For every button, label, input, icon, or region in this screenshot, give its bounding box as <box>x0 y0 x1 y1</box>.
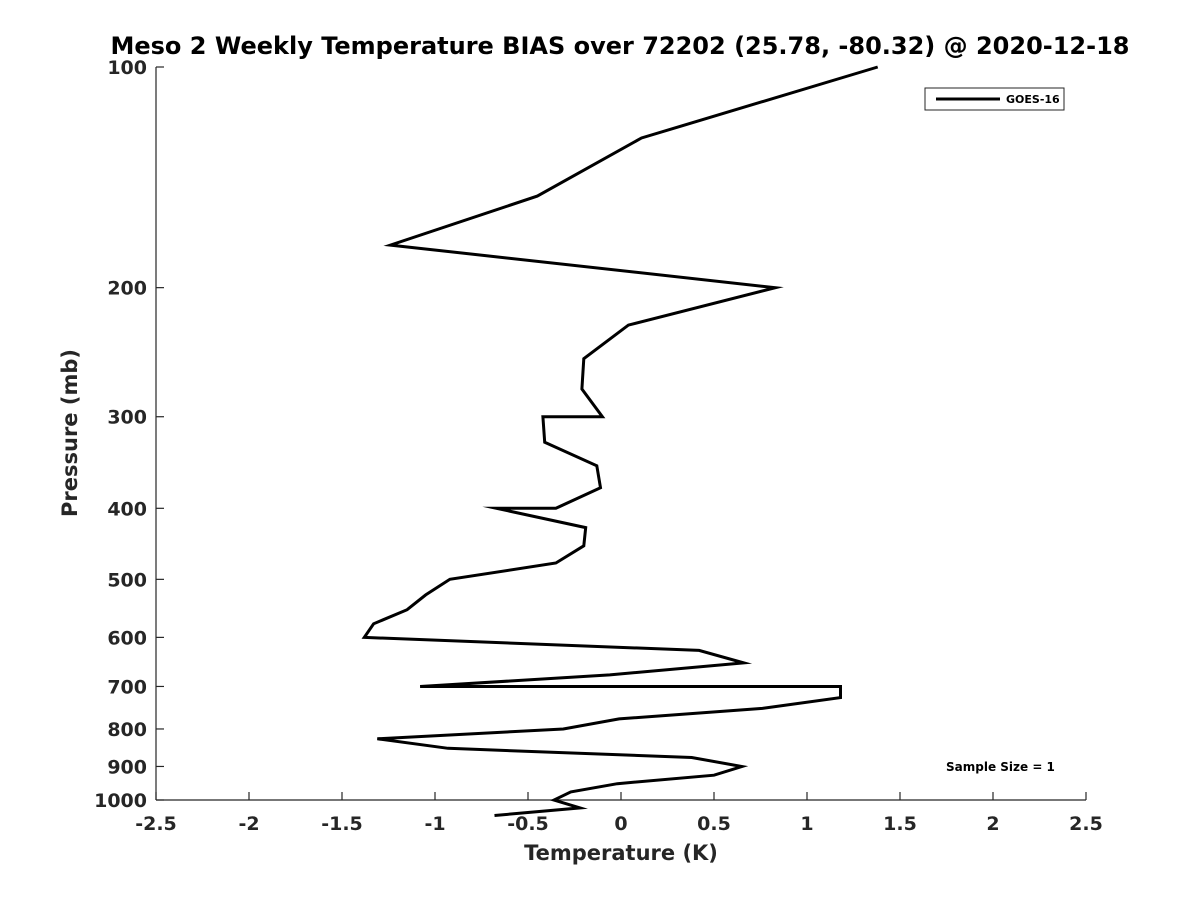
x-tick-label: 0 <box>614 813 627 835</box>
y-ticks: 100 200 300 400 500 600 700 800 900 1000 <box>94 57 164 812</box>
y-tick-label: 400 <box>107 498 147 520</box>
y-tick-label: 700 <box>107 676 147 698</box>
y-tick-label: 100 <box>107 57 147 79</box>
x-tick-label: -0.5 <box>507 813 549 835</box>
x-ticks: -2.5 -2 -1.5 -1 -0.5 0 0.5 1 1.5 2 2.5 <box>135 792 1103 835</box>
y-tick-label: 200 <box>107 278 147 300</box>
sample-size-annotation: Sample Size = 1 <box>946 760 1055 774</box>
y-tick-label: 900 <box>107 756 147 778</box>
y-tick-label: 600 <box>107 627 147 649</box>
x-tick-label: -2.5 <box>135 813 177 835</box>
x-axis-label: Temperature (K) <box>524 841 718 865</box>
x-tick-label: 2.5 <box>1069 813 1103 835</box>
y-axis-label: Pressure (mb) <box>58 349 82 517</box>
y-tick-label: 500 <box>107 569 147 591</box>
y-tick-label: 1000 <box>94 790 147 812</box>
y-tick-label: 800 <box>107 719 147 741</box>
x-tick-label: -1.5 <box>321 813 363 835</box>
x-tick-label: 1.5 <box>883 813 917 835</box>
legend-label-goes16: GOES-16 <box>1006 93 1060 106</box>
series-line-goes-16 <box>361 65 879 817</box>
y-tick-label: 300 <box>107 407 147 429</box>
x-tick-label: 0.5 <box>697 813 731 835</box>
chart-title: Meso 2 Weekly Temperature BIAS over 7220… <box>110 32 1129 60</box>
x-tick-label: 1 <box>800 813 813 835</box>
x-tick-label: -2 <box>238 813 259 835</box>
x-tick-label: 2 <box>986 813 999 835</box>
plot-area <box>361 65 879 817</box>
x-tick-label: -1 <box>424 813 445 835</box>
legend: GOES-16 <box>924 87 1065 111</box>
